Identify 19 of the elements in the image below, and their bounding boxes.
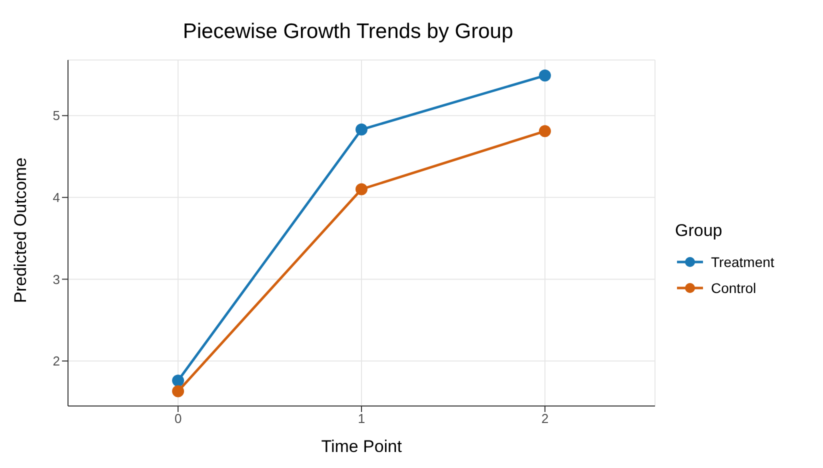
y-tick-label: 4 [52,190,60,206]
chart-title: Piecewise Growth Trends by Group [182,19,514,45]
point [172,385,184,398]
legend-label: Control [711,280,756,296]
point [172,374,184,387]
point [356,124,368,136]
x-tick-label: 2 [541,411,549,426]
legend-label: Treatment [711,254,774,270]
x-axis-title: Time Point [321,437,402,456]
y-tick-label: 5 [52,108,60,124]
x-tick-label: 0 [174,411,182,426]
x-tick-label: 1 [358,411,366,426]
y-tick-label: 2 [52,354,60,369]
y-axis-title: Predicted Outcome [11,157,30,303]
legend-title: Group [675,221,724,241]
point [538,125,551,138]
y-tick-label: 3 [52,272,60,287]
point [356,183,368,196]
point [538,70,551,82]
